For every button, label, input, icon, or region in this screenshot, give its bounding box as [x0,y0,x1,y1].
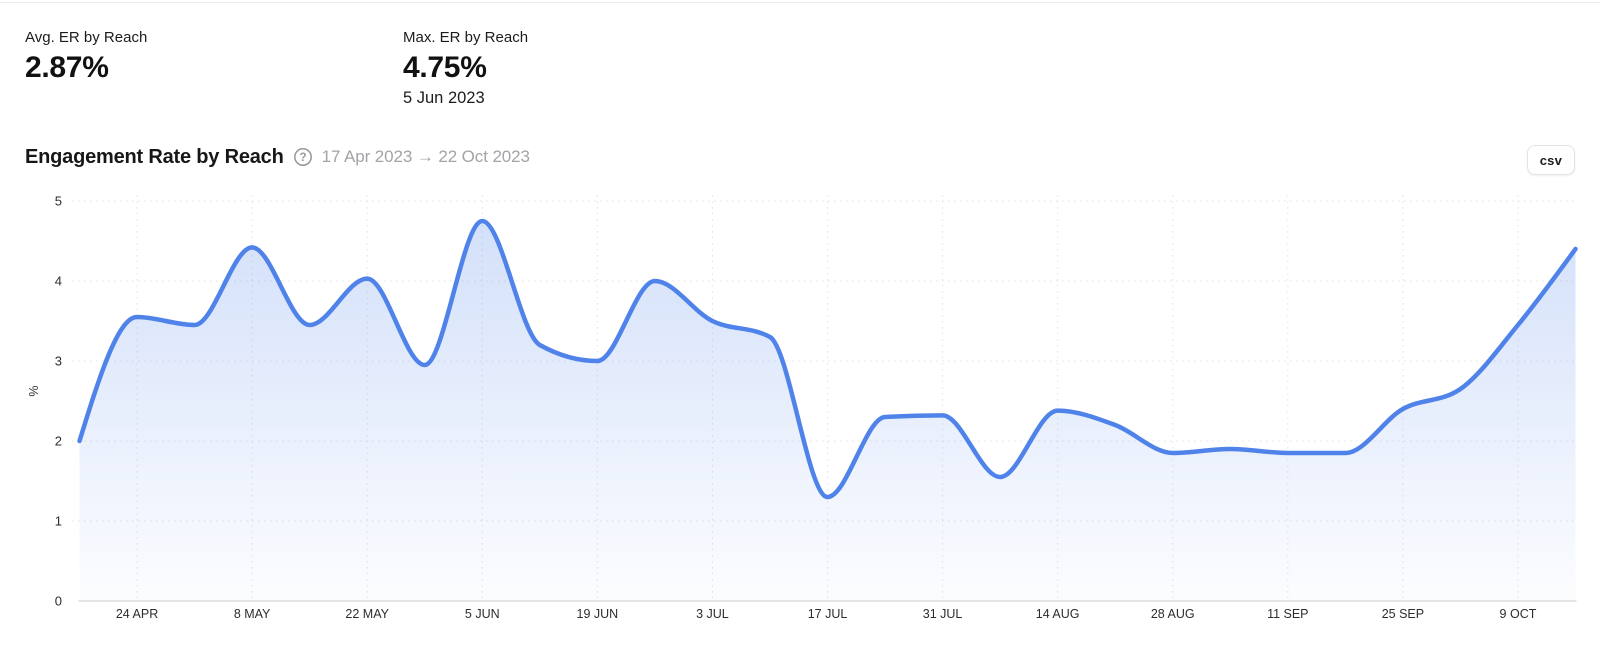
max-er-stat: Max. ER by Reach 4.75% 5 Jun 2023 [403,28,528,109]
panel-top-border [0,2,1600,3]
x-tick-label: 8 MAY [234,607,271,621]
max-er-label: Max. ER by Reach [403,29,529,46]
chart-canvas[interactable]: 0 1 2 3 4 5 24 APR 8 MAY 22 MAY 5 JUN 19 JUN 3 JUL 1… [0,183,1600,653]
x-tick-label: 11 SEP [1267,607,1308,621]
y-tick-label: 5 [55,194,62,209]
chart-line [77,218,1578,500]
avg-er-stat: Avg. ER by Reach 2.87% [25,28,147,84]
chart-title: Engagement Rate by Reach [25,145,284,168]
y-tick-label: 2 [55,434,62,449]
avg-er-label: Avg. ER by Reach [25,29,148,46]
y-tick-label: 4 [55,274,62,289]
x-tick-label: 22 MAY [345,607,389,621]
x-tick-label: 17 JUL [808,607,848,621]
max-er-value: 4.75% [403,51,487,84]
x-tick-label: 28 AUG [1151,607,1195,621]
avg-er-value: 2.87% [25,51,109,84]
x-tick-label: 3 JUL [696,607,729,621]
y-tick-label: 0 [55,594,62,609]
x-tick-label: 5 JUN [465,607,500,621]
date-range: 17 Apr 2023 → 22 Oct 2023 [321,147,530,166]
chart-area-fill [79,221,1576,601]
er-by-reach-chart[interactable]: 0 1 2 3 4 5 24 APR 8 MAY 22 MAY 5 JUN 19 JUN 3 JUL 1… [0,183,1600,653]
svg-text:?: ? [299,152,306,164]
chart-header: Engagement Rate by Reach ? 17 Apr 2023 →… [25,141,530,173]
x-tick-label: 24 APR [116,607,158,621]
x-tick-label: 31 JUL [923,607,963,621]
x-tick-label: 14 AUG [1036,607,1080,621]
x-tick-label: 19 JUN [577,607,619,621]
x-tick-label: 9 OCT [1500,607,1537,621]
y-tick-label: 3 [55,354,62,369]
help-icon[interactable]: ? [293,147,313,167]
y-axis-label: % [27,385,41,396]
x-tick-label: 25 SEP [1382,607,1424,621]
max-er-date: 5 Jun 2023 [403,89,485,107]
csv-export-button[interactable]: csv [1526,145,1575,175]
y-tick-label: 1 [55,514,62,529]
